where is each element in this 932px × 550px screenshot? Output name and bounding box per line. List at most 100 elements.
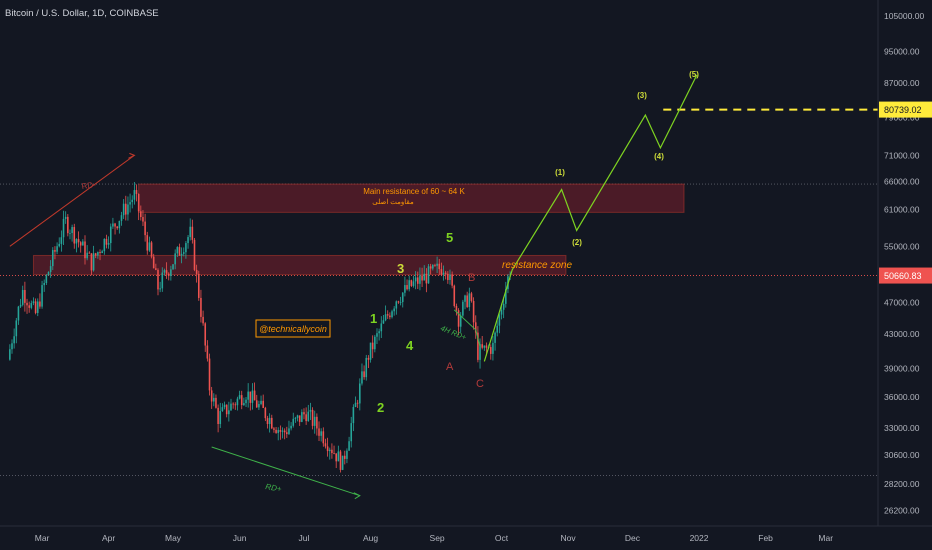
price-tick-label: 28200.00: [884, 479, 920, 489]
candle-body: [301, 412, 303, 422]
candle-body: [292, 418, 295, 426]
candle-body: [288, 428, 290, 435]
candle-body: [189, 226, 192, 238]
candle-body: [36, 301, 39, 313]
candle-body: [144, 221, 146, 236]
candle-body: [477, 332, 479, 360]
rd-minus-label: RD-: [81, 180, 97, 191]
candle-body: [195, 269, 198, 274]
candle-body: [303, 412, 305, 415]
candle-body: [118, 220, 121, 229]
candle-body: [485, 345, 488, 348]
price-scale[interactable]: 105000.0095000.0087000.0079000.0071000.0…: [879, 11, 932, 515]
time-tick-label: Oct: [495, 533, 509, 543]
candle-body: [311, 409, 314, 426]
candle-body: [350, 423, 353, 442]
candle-body: [67, 216, 69, 234]
candle-body: [112, 223, 114, 227]
candle-body: [9, 349, 11, 360]
candle-body: [296, 415, 299, 418]
candle-body: [19, 304, 22, 307]
price-tick-label: 30600.00: [884, 450, 920, 460]
candlestick-series: [9, 181, 511, 473]
candle-body: [386, 314, 389, 316]
candle-body: [395, 301, 398, 309]
candle-body: [247, 391, 249, 400]
current-price-badge: [879, 267, 932, 284]
candle-body: [438, 263, 441, 270]
candle-body: [404, 285, 406, 293]
time-tick-label: Dec: [625, 533, 641, 543]
candle-body: [453, 285, 456, 307]
candle-body: [30, 303, 33, 308]
current-price-label: 50660.83: [884, 271, 922, 281]
candle-body: [58, 243, 61, 247]
candle-body: [225, 404, 228, 415]
candle-body: [129, 202, 131, 205]
candle-body: [281, 430, 284, 432]
candle-body: [447, 273, 449, 281]
candle-body: [356, 402, 359, 404]
price-tick-label: 26200.00: [884, 505, 920, 515]
candle-body: [84, 241, 86, 259]
candle-body: [429, 266, 432, 269]
price-tick-label: 66000.00: [884, 176, 920, 186]
candle-body: [49, 266, 52, 273]
candle-body: [159, 288, 161, 290]
wave-label-2: 2: [377, 400, 384, 415]
candle-body: [348, 441, 350, 451]
candle-body: [322, 431, 325, 444]
candle-body: [354, 402, 357, 407]
candle-body: [408, 280, 410, 290]
candle-body: [376, 333, 378, 337]
candle-body: [500, 309, 503, 315]
candle-body: [389, 315, 391, 318]
candle-body: [498, 314, 501, 326]
candle-body: [75, 239, 78, 244]
candle-body: [197, 273, 200, 298]
candle-body: [101, 251, 103, 254]
candle-body: [440, 269, 443, 275]
candle-body: [97, 252, 99, 256]
candle-body: [245, 399, 247, 404]
candle-body: [71, 227, 73, 233]
candle-body: [328, 449, 331, 452]
candle-body: [28, 305, 30, 308]
candle-body: [103, 238, 106, 252]
price-tick-label: 43000.00: [884, 329, 920, 339]
candle-body: [455, 306, 458, 311]
candle-body: [234, 404, 237, 406]
candle-body: [131, 199, 134, 203]
candle-body: [369, 342, 372, 360]
candle-body: [174, 253, 176, 265]
candle-body: [436, 263, 438, 266]
price-tick-label: 61000.00: [884, 204, 920, 214]
candle-body: [172, 264, 174, 270]
time-scale[interactable]: Mar Apr May Jun Jul Aug Sep Oct Nov Dec 2022 Feb Mar: [35, 533, 833, 543]
time-tick-label: Jun: [233, 533, 247, 543]
wave-projection-line: [483, 74, 698, 362]
proj-label-1: (1): [555, 168, 565, 177]
candle-body: [140, 211, 142, 218]
candle-body: [90, 253, 93, 271]
proj-label-3: (3): [637, 91, 647, 100]
price-tick-label: 55000.00: [884, 241, 920, 251]
candle-body: [56, 246, 58, 252]
candle-body: [165, 270, 168, 274]
candle-body: [462, 301, 464, 316]
candle-body: [380, 323, 383, 332]
candle-body: [279, 430, 282, 432]
candle-body: [142, 217, 144, 222]
candle-body: [341, 455, 344, 470]
candle-body: [449, 274, 451, 281]
candle-body: [401, 292, 404, 303]
candle-body: [79, 242, 82, 246]
candle-body: [62, 218, 65, 238]
candle-body: [331, 449, 333, 454]
candle-body: [21, 290, 24, 305]
candle-body: [419, 275, 421, 284]
candle-body: [264, 407, 267, 419]
candle-body: [502, 303, 505, 310]
wave-label-5: 5: [446, 230, 453, 245]
